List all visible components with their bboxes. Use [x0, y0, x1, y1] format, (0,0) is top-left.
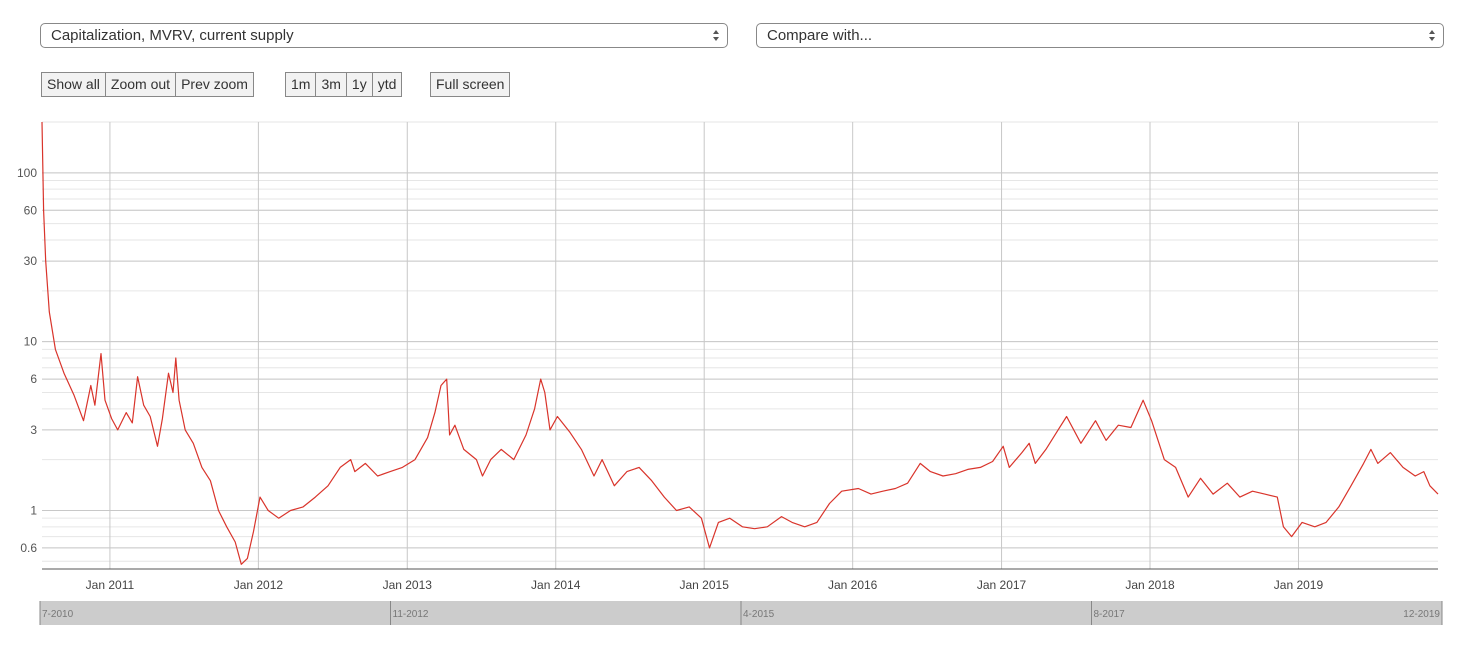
x-axis-ticks: Jan 2011 Jan 2012 Jan 2013 Jan 2014 Jan 2015… — [86, 578, 1324, 592]
y-tick-label: 60 — [24, 203, 38, 217]
show-all-button[interactable]: Show all — [42, 73, 106, 96]
full-screen-button[interactable]: Full screen — [431, 73, 510, 96]
select-arrows-icon — [1429, 30, 1435, 41]
metric-select[interactable]: Capitalization, MVRV, current supply — [40, 23, 728, 48]
navigator-label: 8-2017 — [1094, 609, 1126, 620]
range-1m-button[interactable]: 1m — [286, 73, 317, 96]
range-ytd-button[interactable]: ytd — [372, 73, 402, 96]
x-tick-label: Jan 2015 — [680, 578, 730, 592]
major-gridlines — [42, 122, 1438, 569]
range-button-group: 1m 3m 1y ytd — [285, 72, 403, 97]
x-tick-label: Jan 2012 — [234, 578, 284, 592]
fullscreen-button-group: Full screen — [430, 72, 511, 97]
navigator-label: 12-2019 — [1403, 609, 1440, 620]
navigator-label: 11-2012 — [393, 609, 429, 620]
y-tick-label: 3 — [30, 423, 37, 437]
x-tick-label: Jan 2016 — [828, 578, 878, 592]
range-1y-button[interactable]: 1y — [346, 73, 373, 96]
compare-select[interactable]: Compare with... — [756, 23, 1444, 48]
navigator-label: 4-2015 — [743, 609, 775, 620]
x-tick-label: Jan 2019 — [1274, 578, 1324, 592]
series-layer — [41, 121, 1439, 565]
y-axis-ticks: 0.6 1 3 6 10 30 60 100 — [17, 166, 37, 555]
zoom-out-button[interactable]: Zoom out — [105, 73, 177, 96]
metric-select-value: Capitalization, MVRV, current supply — [51, 27, 294, 44]
x-tick-label: Jan 2017 — [977, 578, 1027, 592]
x-tick-label: Jan 2011 — [86, 578, 135, 592]
y-tick-label: 1 — [30, 503, 37, 517]
y-tick-label: 10 — [24, 335, 38, 349]
compare-select-value: Compare with... — [767, 27, 873, 44]
y-tick-label: 30 — [24, 254, 38, 268]
y-tick-label: 6 — [30, 372, 37, 386]
x-tick-label: Jan 2014 — [531, 578, 581, 592]
x-tick-label: Jan 2013 — [383, 578, 433, 592]
y-tick-label: 0.6 — [20, 541, 37, 555]
navigator-label: 7-2010 — [42, 609, 74, 620]
mvrv-series-line — [41, 121, 1439, 565]
range-3m-button[interactable]: 3m — [316, 73, 347, 96]
mvrv-chart[interactable]: 0.6 1 3 6 10 30 60 100 Jan 2011 Jan 2012 Jan 2013… — [0, 110, 1470, 630]
prev-zoom-button[interactable]: Prev zoom — [176, 73, 253, 96]
y-tick-label: 100 — [17, 166, 37, 180]
x-tick-label: Jan 2018 — [1125, 578, 1175, 592]
select-arrows-icon — [713, 30, 719, 41]
navigator[interactable]: 7-2010 11-2012 4-2015 8-2017 12-2019 — [39, 601, 1443, 625]
zoom-button-group: Show all Zoom out Prev zoom — [41, 72, 254, 97]
